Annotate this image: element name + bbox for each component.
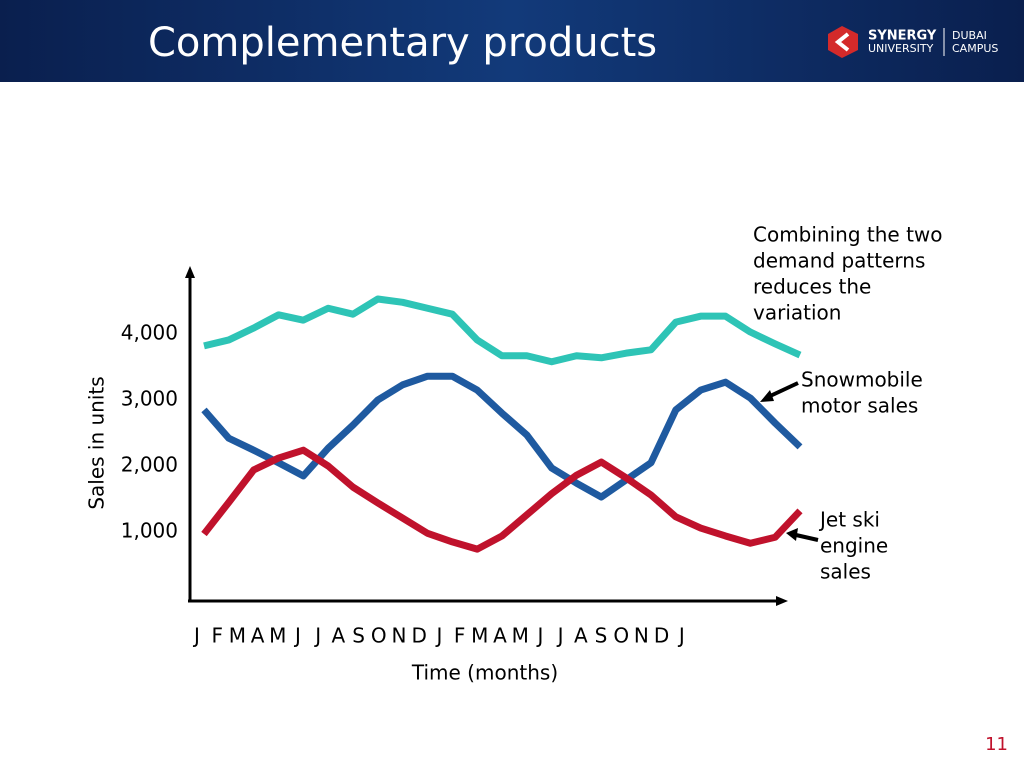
x-tick-label: O <box>613 624 629 648</box>
x-tick-label: J <box>192 624 200 648</box>
x-tick-label: S <box>595 624 608 648</box>
logo-chevron <box>834 32 850 52</box>
x-tick-label: J <box>556 624 564 648</box>
logo-campus: CAMPUS <box>952 42 998 55</box>
x-axis-label: Time (months) <box>411 661 558 685</box>
x-tick-label: F <box>454 624 466 648</box>
annotation: sales <box>820 560 871 584</box>
annotation: Combining the two <box>753 223 943 247</box>
x-tick-label: M <box>471 624 488 648</box>
logo-icon <box>828 26 858 58</box>
annotation-arrowhead <box>786 528 798 541</box>
x-tick-label: D <box>411 624 426 648</box>
x-tick-label: M <box>269 624 286 648</box>
x-tick-label: N <box>634 624 649 648</box>
x-axis-arrow <box>776 596 788 606</box>
y-tick-label: 4,000 <box>121 321 178 345</box>
x-tick-label: N <box>392 624 407 648</box>
x-tick-label: J <box>535 624 543 648</box>
y-tick-label: 1,000 <box>121 519 178 543</box>
y-tick-label: 3,000 <box>121 387 178 411</box>
slide-title: Complementary products <box>148 20 657 66</box>
x-tick-label: M <box>229 624 246 648</box>
page-number: 11 <box>985 734 1008 755</box>
annotation: variation <box>753 301 841 325</box>
annotation: reduces the <box>753 275 871 299</box>
annotation: demand patterns <box>753 249 925 273</box>
logo-campus: DUBAI <box>952 29 987 42</box>
x-tick-label: J <box>677 624 685 648</box>
line-series <box>201 446 803 553</box>
logo-sub: UNIVERSITY <box>868 42 934 55</box>
annotation: Snowmobile <box>801 368 923 392</box>
x-tick-label: S <box>352 624 365 648</box>
annotation-arrowhead <box>760 390 774 402</box>
x-tick-label: J <box>313 624 321 648</box>
x-tick-label: O <box>371 624 387 648</box>
line-series <box>203 295 802 366</box>
x-tick-label: A <box>251 624 265 648</box>
x-tick-label: A <box>493 624 507 648</box>
annotation-arrow <box>795 533 819 542</box>
x-tick-label: A <box>332 624 346 648</box>
annotation: motor sales <box>801 394 918 418</box>
annotation-arrow <box>767 381 799 399</box>
x-tick-label: M <box>512 624 529 648</box>
line-series <box>201 372 803 501</box>
logo-name: SYNERGY <box>868 29 937 44</box>
x-tick-label: F <box>211 624 223 648</box>
y-axis-arrow <box>185 266 195 278</box>
annotation: Jet ski <box>818 508 880 532</box>
x-tick-label: J <box>434 624 442 648</box>
x-tick-label: A <box>574 624 588 648</box>
x-tick-label: J <box>293 624 301 648</box>
annotation: engine <box>820 534 888 558</box>
y-tick-label: 2,000 <box>121 453 178 477</box>
y-axis-label: Sales in units <box>85 376 109 509</box>
x-tick-label: D <box>654 624 669 648</box>
